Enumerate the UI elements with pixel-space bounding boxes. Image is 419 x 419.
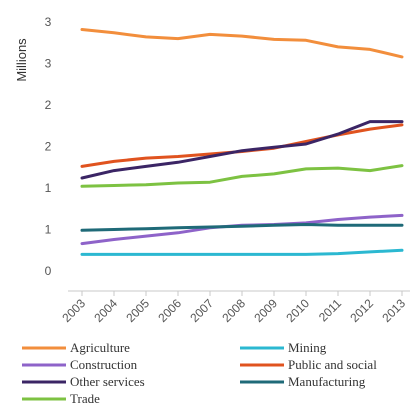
legend-label: Manufacturing (288, 374, 366, 389)
legend-label: Trade (70, 391, 100, 406)
y-tick-label: 3 (45, 15, 52, 29)
legend-label: Mining (288, 340, 327, 355)
series-line-agriculture (80, 28, 404, 59)
legend: Agriculture Mining Construction Public and … (22, 340, 377, 406)
legend-label: Public and social (288, 357, 377, 372)
legend-item: Manufacturing (240, 374, 366, 389)
legend-item: Agriculture (22, 340, 130, 355)
x-tick-label: 2004 (91, 296, 120, 325)
x-axis: 2003 2004 2005 2006 2007 2008 2009 2010 2011 2012… (59, 290, 410, 325)
legend-item: Construction (22, 357, 138, 372)
x-tick-label: 2009 (251, 296, 280, 325)
x-tick-label: 2006 (155, 296, 184, 325)
y-tick-label: 1 (45, 181, 52, 195)
series-lines (80, 28, 404, 256)
y-tick-label: 2 (45, 140, 52, 154)
legend-item: Public and social (240, 357, 377, 372)
legend-item: Mining (240, 340, 327, 355)
y-axis-label: Millions (14, 38, 29, 82)
x-tick-label: 2011 (316, 296, 344, 324)
x-tick-label: 2005 (123, 296, 152, 325)
x-tick-label: 2007 (187, 296, 216, 325)
y-tick-label: 2 (45, 98, 52, 112)
series-line-trade (80, 164, 404, 188)
legend-label: Construction (70, 357, 138, 372)
x-tick-label: 2012 (347, 296, 376, 325)
series-line-mining (80, 248, 404, 256)
legend-label: Agriculture (70, 340, 130, 355)
series-line-manufacturing (80, 223, 404, 232)
y-tick-label: 0 (45, 264, 52, 278)
x-tick-label: 2003 (59, 296, 88, 325)
legend-item: Other services (22, 374, 145, 389)
series-line-other-services (80, 120, 404, 180)
x-tick-label: 2013 (379, 296, 408, 325)
series-line-public-and-social (80, 123, 404, 168)
y-tick-label: 1 (45, 223, 52, 237)
y-tick-label: 3 (45, 57, 52, 71)
legend-item: Trade (22, 391, 100, 406)
x-tick-label: 2010 (283, 296, 312, 325)
x-tick-label: 2008 (219, 296, 248, 325)
legend-label: Other services (70, 374, 145, 389)
y-axis-ticks: 0 1 1 2 2 3 3 (45, 15, 52, 278)
